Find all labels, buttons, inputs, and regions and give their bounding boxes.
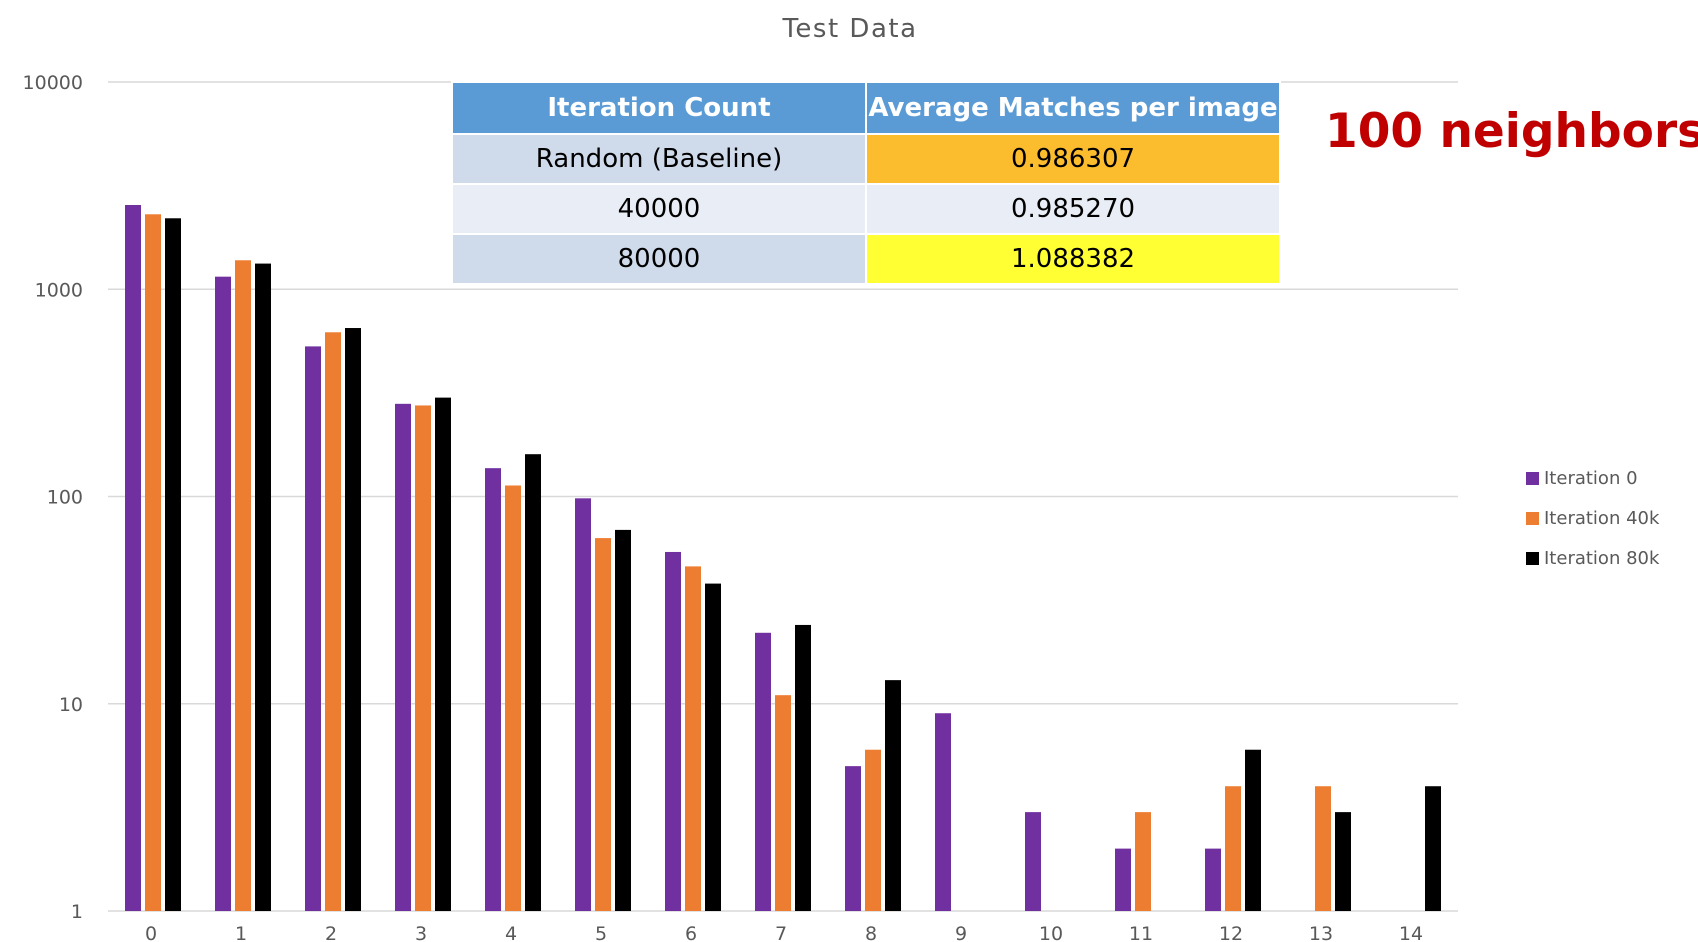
bar [795, 624, 811, 911]
x-tick-label: 6 [685, 923, 697, 942]
bar [1335, 812, 1351, 911]
x-tick-label: 9 [955, 923, 967, 942]
legend-label: Iteration 0 [1544, 467, 1638, 489]
bar [1025, 812, 1041, 911]
bar [1225, 786, 1241, 911]
bar [435, 397, 451, 912]
summary-table: Iteration Count Average Matches per imag… [451, 81, 1281, 285]
x-tick-label: 5 [595, 923, 607, 942]
bar [1315, 786, 1331, 911]
bar [1205, 848, 1221, 911]
bar [165, 218, 181, 911]
x-tick-label: 11 [1129, 923, 1153, 942]
bar [1115, 848, 1131, 911]
legend-item-iteration-0: Iteration 0 [1526, 458, 1659, 498]
x-tick-label: 1 [235, 923, 247, 942]
bar [305, 346, 321, 912]
bar [935, 713, 951, 911]
summary-row-value: 1.088382 [865, 233, 1281, 285]
x-axis-ticks: 0 1 2 3 4 5 6 7 8 9 10 11 12 13 14 [145, 923, 1423, 942]
bar [1245, 749, 1261, 911]
legend: Iteration 0 Iteration 40k Iteration 80k [1526, 458, 1659, 578]
summary-row-value: 0.985270 [865, 183, 1281, 235]
summary-row-label: 40000 [451, 183, 867, 235]
bar [845, 766, 861, 911]
bars [125, 204, 1441, 912]
summary-table-header-row: Iteration Count Average Matches per imag… [451, 81, 1281, 135]
bar [395, 403, 411, 911]
y-tick-label: 10 [59, 694, 83, 716]
bar [345, 328, 361, 912]
summary-row-label: Random (Baseline) [451, 133, 867, 185]
x-tick-label: 14 [1399, 923, 1423, 942]
summary-row-label: 80000 [451, 233, 867, 285]
bar [125, 204, 141, 911]
y-tick-label: 1 [71, 901, 83, 923]
neighbors-annotation: 100 neighbors [1325, 104, 1698, 159]
bar [705, 583, 721, 911]
bar [665, 551, 681, 911]
bar [755, 632, 771, 911]
bar [615, 529, 631, 911]
x-tick-label: 2 [325, 923, 337, 942]
bar [215, 276, 231, 911]
legend-item-iteration-80k: Iteration 80k [1526, 538, 1659, 578]
chart-title: Test Data [782, 14, 918, 44]
bar [685, 566, 701, 911]
legend-item-iteration-40k: Iteration 40k [1526, 498, 1659, 538]
y-tick-label: 1000 [35, 279, 83, 301]
bar [505, 485, 521, 911]
x-tick-label: 3 [415, 923, 427, 942]
bar [525, 454, 541, 911]
legend-swatch [1526, 511, 1539, 525]
bar [485, 468, 501, 911]
summary-table-row: Random (Baseline) 0.986307 [451, 133, 1281, 185]
x-tick-label: 8 [865, 923, 877, 942]
bar [1425, 786, 1441, 911]
y-tick-label: 10000 [23, 72, 83, 94]
bar [865, 749, 881, 911]
bar [235, 260, 251, 911]
legend-swatch [1526, 471, 1539, 485]
x-tick-label: 13 [1309, 923, 1333, 942]
summary-table-row: 80000 1.088382 [451, 233, 1281, 285]
bar [595, 538, 611, 911]
legend-label: Iteration 40k [1544, 507, 1660, 529]
legend-swatch [1526, 551, 1539, 565]
summary-header-average-matches: Average Matches per image [865, 81, 1281, 135]
x-tick-label: 10 [1039, 923, 1063, 942]
bar [885, 680, 901, 911]
bar [575, 498, 591, 911]
bar [415, 405, 431, 911]
legend-label: Iteration 80k [1544, 547, 1660, 569]
bar [255, 263, 271, 911]
x-tick-label: 12 [1219, 923, 1243, 942]
summary-header-iteration-count: Iteration Count [451, 81, 867, 135]
x-tick-label: 0 [145, 923, 157, 942]
summary-row-value: 0.986307 [865, 133, 1281, 185]
bar [145, 214, 161, 911]
y-axis-ticks: 1 10 100 1000 10000 [23, 72, 83, 923]
y-tick-label: 100 [47, 487, 83, 509]
bar [1135, 812, 1151, 911]
summary-table-row: 40000 0.985270 [451, 183, 1281, 235]
bar [325, 332, 341, 911]
x-tick-label: 4 [505, 923, 517, 942]
bar [775, 695, 791, 911]
x-tick-label: 7 [775, 923, 787, 942]
